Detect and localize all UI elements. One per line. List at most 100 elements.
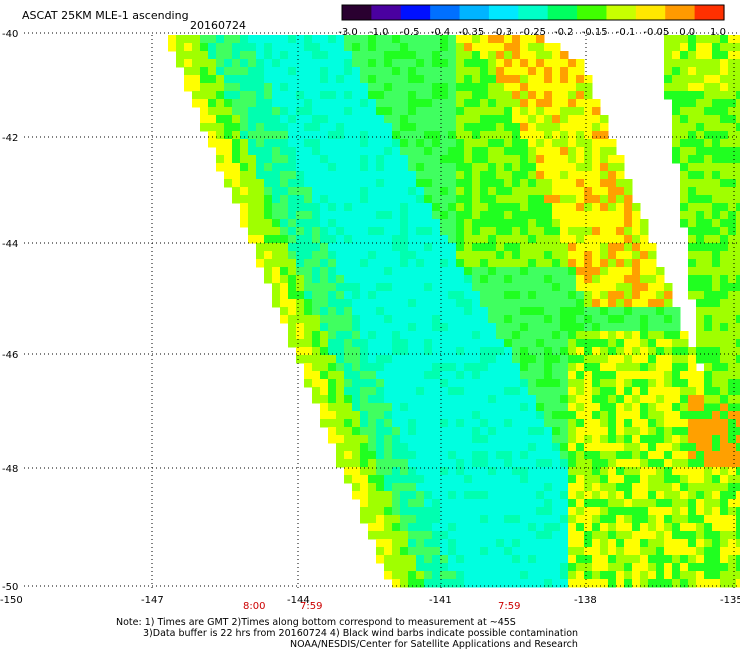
field-cell [536,339,545,348]
field-cell [408,427,417,436]
field-cell [432,171,441,180]
field-cell [536,563,545,572]
field-cell [568,387,577,396]
field-cell [608,243,617,252]
field-cell [416,75,425,84]
field-cell [688,571,697,580]
field-cell [520,299,529,308]
field-cell [392,395,401,404]
field-cell [344,139,353,148]
field-cell [448,259,457,268]
field-cell [336,107,345,116]
field-cell [416,451,425,460]
field-cell [584,435,593,444]
field-cell [472,491,481,500]
field-cell [328,339,337,348]
field-cell [352,283,361,292]
field-cell [368,363,377,372]
field-cell [552,195,561,204]
field-cell [592,411,601,420]
field-cell [336,267,345,276]
field-cell [272,243,281,252]
field-cell [472,259,481,268]
field-cell [584,123,593,132]
field-cell [448,403,457,412]
field-cell [272,75,281,84]
field-cell [520,339,529,348]
field-cell [576,171,585,180]
field-cell [608,379,617,388]
field-cell [320,51,329,60]
field-cell [712,315,721,324]
field-cell [384,283,393,292]
field-cell [736,75,740,84]
field-cell [504,395,513,404]
field-cell [640,451,649,460]
field-cell [376,163,385,172]
field-cell [400,459,409,468]
field-cell [712,427,721,436]
field-cell [336,299,345,308]
field-cell [248,227,257,236]
field-cell [464,243,473,252]
field-cell [720,91,729,100]
field-cell [456,147,465,156]
field-cell [312,155,321,164]
field-cell [632,555,641,564]
field-cell [664,523,673,532]
field-cell [320,395,329,404]
field-cell [584,275,593,284]
field-cell [416,427,425,436]
field-cell [696,379,705,388]
field-cell [720,195,729,204]
field-cell [416,379,425,388]
field-cell [448,579,457,588]
field-cell [344,403,353,412]
field-cell [600,131,609,140]
field-cell [296,203,305,212]
field-cell [232,59,241,68]
field-cell [600,539,609,548]
field-cell [344,475,353,484]
field-cell [632,459,641,468]
field-cell [496,507,505,516]
field-cell [552,443,561,452]
field-cell [536,459,545,468]
field-cell [448,467,457,476]
field-cell [384,139,393,148]
field-cell [736,475,740,484]
field-cell [568,107,577,116]
field-cell [448,451,457,460]
field-cell [448,347,457,356]
field-cell [656,355,665,364]
field-cell [568,427,577,436]
field-cell [504,347,513,356]
field-cell [536,483,545,492]
field-cell [640,339,649,348]
field-cell [616,251,625,260]
field-cell [640,395,649,404]
field-cell [312,107,321,116]
field-cell [360,451,369,460]
field-cell [704,395,713,404]
field-cell [424,99,433,108]
field-cell [600,515,609,524]
field-cell [536,291,545,300]
field-cell [440,403,449,412]
field-cell [560,419,569,428]
field-cell [496,59,505,68]
field-cell [736,443,740,452]
field-cell [712,579,721,588]
field-cell [656,347,665,356]
field-cell [712,227,721,236]
field-cell [440,107,449,116]
field-cell [416,403,425,412]
field-cell [688,483,697,492]
field-cell [496,275,505,284]
field-cell [584,139,593,148]
field-cell [680,499,689,508]
field-cell [624,227,633,236]
field-cell [584,411,593,420]
field-cell [440,259,449,268]
field-cell [368,523,377,532]
